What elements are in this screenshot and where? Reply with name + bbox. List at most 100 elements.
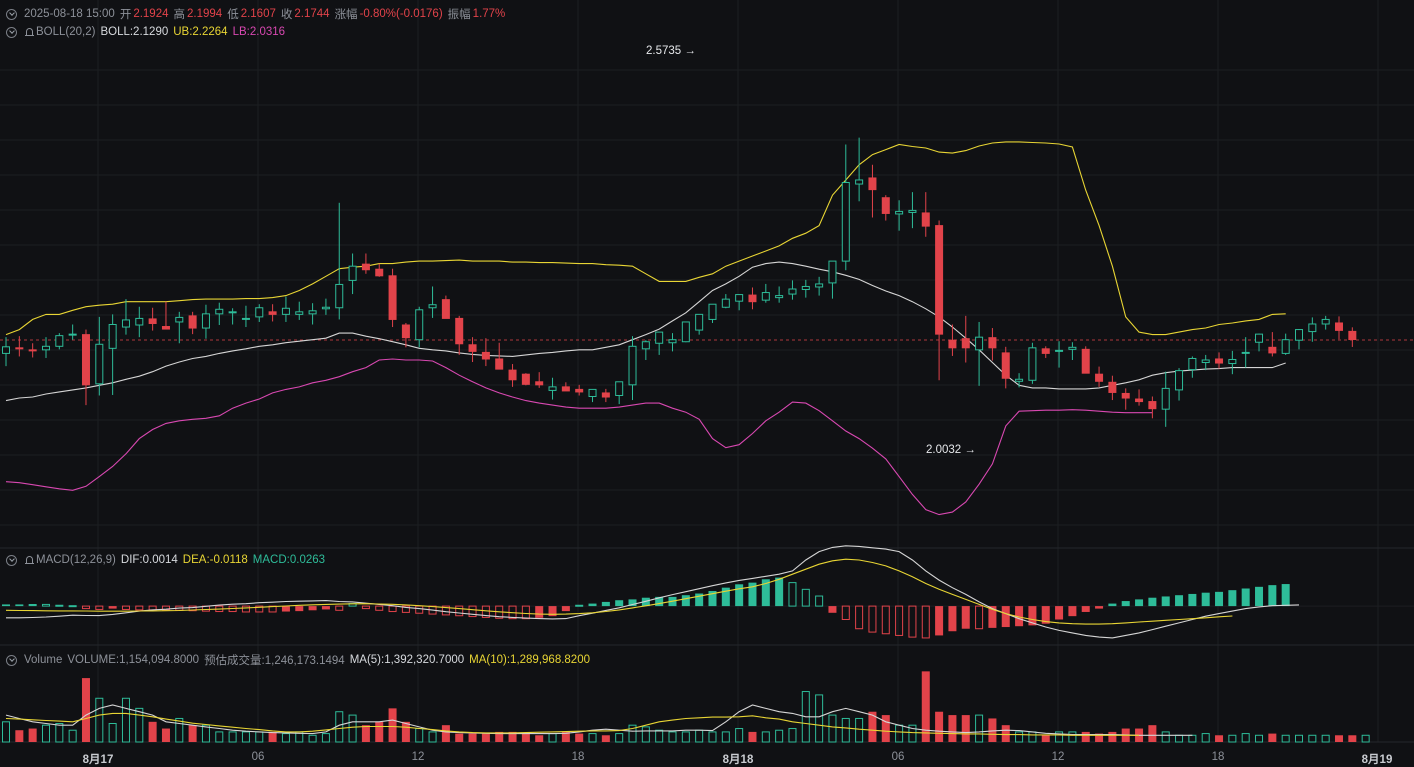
- candle-body: [508, 369, 517, 381]
- macd-histogram-bar: [601, 601, 610, 607]
- macd-histogram-bar: [575, 604, 584, 607]
- collapse-icon[interactable]: [6, 8, 17, 20]
- candle-body: [535, 381, 544, 386]
- candle-body: [188, 315, 197, 329]
- macd-histogram-bar: [521, 605, 530, 620]
- volume-bar: [1255, 734, 1264, 743]
- candle-body: [308, 310, 317, 315]
- macd-histogram-bar: [588, 603, 597, 607]
- macd-histogram-bar: [801, 588, 810, 607]
- candle-body: [15, 347, 24, 350]
- macd-histogram-bar: [681, 595, 690, 607]
- macd-histogram-bar: [55, 604, 64, 607]
- low-marker-value: 2.0032: [926, 444, 962, 456]
- volume-bar: [348, 714, 357, 743]
- volume-bar: [15, 730, 24, 742]
- collapse-icon[interactable]: [6, 554, 17, 566]
- volume-bar: [361, 725, 370, 742]
- candle-body: [1321, 318, 1330, 325]
- volume-bar: [1015, 731, 1024, 743]
- datetime: 2025-08-18 15:00: [24, 8, 115, 20]
- macd-histogram-bar: [108, 606, 117, 609]
- candle-body: [401, 324, 410, 339]
- collapse-icon[interactable]: [6, 26, 17, 38]
- candle-body: [1015, 378, 1024, 382]
- volume-bar: [535, 735, 544, 742]
- candle-body: [921, 212, 930, 227]
- candle-body: [1188, 357, 1197, 371]
- candle-body: [748, 294, 757, 303]
- x-axis-label: 06: [251, 751, 265, 763]
- volume-bar: [441, 725, 450, 742]
- volume-bar: [388, 708, 397, 742]
- candle-body: [55, 335, 64, 347]
- macd-dif-value: DIF:0.0014: [120, 554, 178, 566]
- macd-histogram-bar: [895, 605, 904, 636]
- volume-bar: [641, 726, 650, 743]
- x-axis-label: 8月17: [82, 754, 114, 766]
- close-label: 收: [280, 9, 293, 21]
- volume-bar: [788, 728, 797, 743]
- macd-histogram-bar: [41, 603, 50, 607]
- candle-body: [1228, 358, 1237, 365]
- macd-histogram-bar: [1015, 606, 1024, 627]
- candle-body: [575, 388, 584, 393]
- candle-body: [655, 331, 664, 344]
- x-axis-label: 12: [411, 751, 425, 763]
- macd-histogram-bar: [1148, 597, 1157, 607]
- volume-bar: [188, 725, 197, 742]
- bell-icon[interactable]: [24, 27, 35, 38]
- high-price-marker: 2.5735 →: [646, 45, 696, 57]
- volume-bar: [28, 728, 37, 742]
- volume-bar: [81, 678, 90, 742]
- macd-histogram-bar: [95, 605, 104, 610]
- macd-histogram-bar: [908, 605, 917, 638]
- open-value: 2.1924: [133, 8, 169, 20]
- candle-body: [1041, 348, 1050, 354]
- volume-name[interactable]: Volume: [24, 654, 63, 666]
- macd-histogram-bar: [1041, 606, 1050, 624]
- candle-body: [615, 381, 624, 396]
- macd-dif-line: [6, 545, 1300, 639]
- boll-mid-value: BOLL:2.1290: [100, 26, 169, 38]
- macd-histogram-bar: [561, 606, 570, 612]
- macd-histogram-bar: [1281, 584, 1290, 607]
- price-info-bar: 2025-08-18 15:00 开 2.1924 高 2.1994 低 2.1607…: [6, 6, 505, 22]
- macd-histogram-bar: [535, 606, 544, 618]
- macd-histogram-bar: [775, 577, 784, 607]
- change-value: -0.80%(-0.0176): [359, 8, 443, 20]
- low-price-marker: 2.0032 →: [926, 444, 976, 456]
- candle-body: [1215, 358, 1224, 364]
- macd-histogram-bar: [1161, 596, 1170, 607]
- candle-body: [228, 311, 237, 314]
- bell-icon[interactable]: [24, 555, 35, 566]
- volume-bar: [68, 729, 77, 743]
- volume-bar: [628, 724, 637, 743]
- boll-lb-value: LB:2.0316: [232, 26, 286, 38]
- macd-histogram-bar: [948, 606, 957, 632]
- candle-body: [761, 292, 770, 301]
- candle-body: [68, 333, 77, 336]
- macd-histogram-bar: [935, 606, 944, 636]
- macd-histogram-bar: [615, 600, 624, 607]
- macd-name[interactable]: MACD(12,26,9): [36, 554, 116, 566]
- volume-bar: [255, 731, 264, 743]
- candle-body: [961, 338, 970, 349]
- macd-histogram-bar: [1055, 606, 1064, 620]
- volume-bar: [1241, 733, 1250, 743]
- boll-name[interactable]: BOLL(20,2): [36, 26, 96, 38]
- x-axis-label: 18: [1211, 751, 1225, 763]
- candle-body: [628, 345, 637, 386]
- candle-body: [1348, 330, 1357, 341]
- candle-body: [775, 295, 784, 299]
- macd-histogram-bar: [1068, 606, 1077, 617]
- collapse-icon[interactable]: [6, 654, 17, 666]
- volume-bar: [815, 694, 824, 743]
- candle-body: [975, 336, 984, 351]
- volume-ma10-line: [5, 712, 1139, 736]
- macd-histogram-bar: [708, 591, 717, 607]
- macd-histogram-bar: [28, 604, 37, 607]
- candle-body: [1268, 346, 1277, 354]
- amplitude-label: 振幅: [447, 9, 471, 21]
